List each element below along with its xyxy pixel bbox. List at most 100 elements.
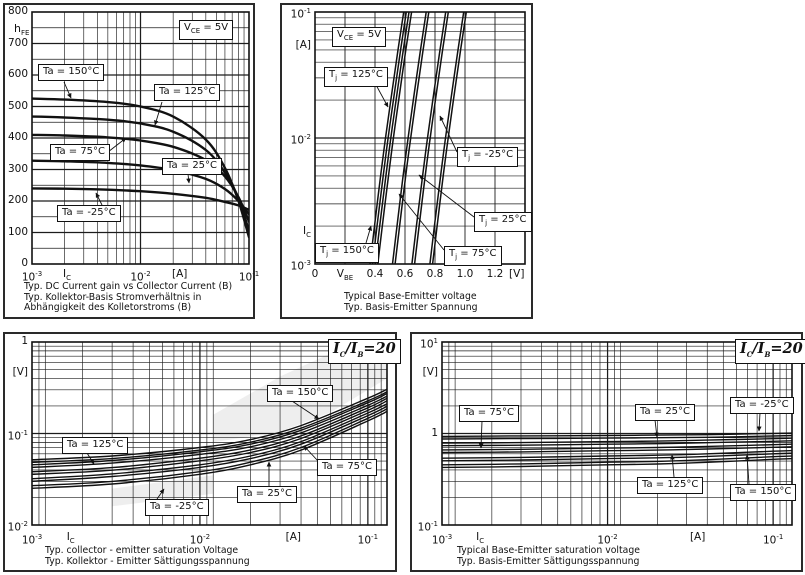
- y-tick-label: 10-3: [290, 259, 311, 273]
- chart-panel-base-emitter-voltage: 0 VBE 0.4 0.6 0.8 1.0 1.2 [V] 10-1 [A] 10-2 IC 10-3 T…: [280, 3, 533, 319]
- x-tick-label: 1.0: [456, 268, 474, 280]
- y-tick-label: 10-2: [7, 520, 28, 534]
- leader-arrow: [374, 82, 389, 108]
- y-tick-label: 600: [7, 68, 28, 80]
- curve-tj-25c: [429, 12, 465, 264]
- curve-tj-25c: [431, 12, 468, 264]
- curve-ta-25c: [442, 434, 792, 440]
- leader-arrow: [186, 173, 191, 184]
- y-tick-label: 200: [7, 194, 28, 206]
- x-tick-label: IC: [62, 268, 71, 283]
- curve-label-box: Tj = 25°C: [474, 212, 532, 232]
- y-tick-label: 10-2: [290, 133, 311, 147]
- y-tick-label: 400: [7, 131, 28, 143]
- axis-caption: Typical Base-Emitter saturation voltage: [457, 545, 640, 556]
- x-tick-label: 0.4: [366, 268, 384, 280]
- condition-box: VCE = 5V: [179, 20, 234, 40]
- axis-caption: Typ. collector - emitter saturation Volt…: [45, 545, 239, 556]
- y-tick-label: 100: [7, 225, 28, 238]
- curve-label-box: Ta = -25°C: [730, 397, 794, 414]
- leader-arrow: [107, 137, 127, 153]
- x-tick-label: 10-3: [431, 533, 453, 547]
- curve-label-box: Tj = 150°C: [315, 243, 379, 263]
- plot-border: [314, 11, 526, 265]
- axis-quantity-label: hFE: [14, 22, 30, 38]
- y-tick-label: [V]: [422, 365, 438, 378]
- x-tick-label: 10-1: [357, 533, 379, 547]
- x-tick-label: IC: [476, 531, 485, 546]
- leader-arrow: [654, 419, 659, 438]
- y-tick-label: [V]: [12, 365, 28, 378]
- leader-arrow: [86, 452, 95, 465]
- y-tick-label: [A]: [295, 38, 311, 51]
- curve-label-box: Ta = 75°C: [317, 459, 378, 476]
- axis-caption: Typ. DC Current gain vs Collector Curren…: [24, 281, 233, 292]
- x-tick-label: 10-3: [21, 270, 43, 284]
- curve-ta-25c: [32, 410, 387, 489]
- curve-ta75c: [32, 400, 387, 475]
- leader-arrow: [291, 400, 320, 420]
- curve-label-box: Ta = 75°C: [459, 405, 520, 422]
- curve-label-box: Ta = 125°C: [62, 437, 129, 454]
- curve-ta125c: [442, 452, 792, 462]
- curve-label-box: Tj = -25°C: [457, 147, 519, 167]
- curve-tj25c: [413, 12, 450, 264]
- chart-panel-dc-current-gain: 10-3 IC 10-2 [A] 10-1 800 700 600 500 400 300 200 10…: [3, 3, 259, 319]
- curve-ta75c: [442, 446, 792, 454]
- leader-arrow: [156, 488, 165, 500]
- y-tick-label: 10-1: [417, 520, 438, 534]
- curve-label-box: Ta = 25°C: [237, 486, 298, 503]
- axis-caption: Abhängigkeit des Kolletorstroms (B): [24, 302, 192, 314]
- curve-ta150c: [32, 388, 387, 461]
- leader-arrow: [439, 115, 458, 153]
- curve-label-box: Tj = 125°C: [324, 67, 388, 87]
- axis-caption: Typ. Basis-Emitter Spannung: [344, 301, 478, 313]
- leader-arrow: [95, 192, 103, 206]
- curve-label-box: Ta = 125°C: [154, 84, 221, 101]
- leader-arrow: [63, 81, 72, 99]
- x-tick-label: 10-2: [189, 533, 211, 547]
- x-tick-label: [A]: [285, 531, 302, 543]
- curve-ta25c: [442, 440, 792, 447]
- plot-svg: [441, 341, 793, 526]
- leader-arrow: [303, 445, 319, 462]
- curve-tj25c: [411, 12, 447, 264]
- ratio-condition-box: IC/IB=20: [735, 339, 805, 364]
- leader-arrow: [398, 193, 445, 251]
- curve-label-box: Ta = -25°C: [57, 205, 121, 222]
- x-tick-label: IC: [66, 531, 75, 546]
- leader-arrow: [670, 454, 675, 478]
- x-tick-label: 10-1: [762, 533, 784, 547]
- y-tick-label: 1: [431, 426, 438, 439]
- curve-ta75c: [442, 443, 792, 451]
- x-tick-label: 0: [311, 268, 319, 280]
- x-tick-label: [A]: [689, 531, 706, 543]
- curve-ta125c: [32, 392, 387, 466]
- condition-box: VCE = 5V: [332, 27, 387, 47]
- curve-label-box: Tj = 75°C: [444, 246, 502, 266]
- curve-ta150c: [442, 455, 792, 466]
- plot-svg: [314, 11, 526, 265]
- curve-ta-25c: [32, 187, 249, 211]
- x-tick-label: 10-3: [21, 533, 43, 547]
- chart-panel-base-emitter-saturation: 10-3 IC 10-2 [A] 10-1 101 [V] 1 10-1 Typical Base…: [410, 332, 805, 572]
- curve-ta125c: [32, 395, 387, 469]
- curve-label-box: Ta = 150°C: [38, 64, 105, 81]
- y-tick-label: 300: [7, 162, 28, 175]
- x-tick-label: [V]: [509, 268, 525, 280]
- y-tick-label: 101: [420, 337, 438, 351]
- leader-arrow: [478, 420, 484, 449]
- curve-label-box: Ta = 150°C: [267, 385, 334, 402]
- y-tick-label: 1: [21, 335, 28, 347]
- curve-ta75c: [32, 397, 387, 473]
- y-tick-label: 10-1: [7, 428, 28, 443]
- x-tick-label: [A]: [172, 268, 188, 280]
- y-tick-label: 500: [7, 99, 28, 112]
- y-tick-label: 0: [21, 257, 28, 269]
- curve-label-box: Ta = -25°C: [145, 499, 209, 516]
- x-tick-label: 10-1: [238, 270, 260, 284]
- y-tick-label: IC: [303, 224, 311, 239]
- plot-border: [31, 11, 250, 265]
- leader-arrow: [365, 225, 372, 244]
- curve-ta25c: [32, 405, 387, 482]
